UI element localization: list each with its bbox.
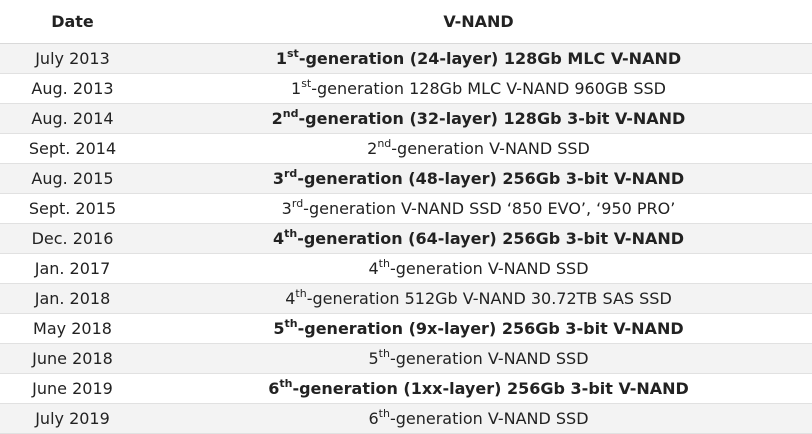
generation-number: 4 <box>285 289 296 308</box>
table-row: Jan. 2018 4th-generation 512Gb V-NAND 30.… <box>0 283 812 314</box>
table-header-row: Date V-NAND <box>0 0 812 44</box>
table-row: Sept. 2014 2nd-generation V-NAND SSD <box>0 133 812 164</box>
vnand-description-cell: 2nd-generation (32-layer) 128Gb 3-bit V-… <box>145 103 812 134</box>
table-row: Sept. 2015 3rd-generation V-NAND SSD ‘850… <box>0 193 812 224</box>
generation-number: 1 <box>291 79 302 98</box>
generation-number: 2 <box>271 109 283 128</box>
generation-description: -generation 128Gb MLC V-NAND 960GB SSD <box>311 79 666 98</box>
generation-description: -generation (24-layer) 128Gb MLC V-NAND <box>298 49 682 68</box>
table-row: June 2019 6th-generation (1xx-layer) 256G… <box>0 373 812 404</box>
date-cell: July 2019 <box>0 403 145 434</box>
ordinal-suffix: rd <box>284 166 298 180</box>
generation-description: -generation 512Gb V-NAND 30.72TB SAS SSD <box>306 289 672 308</box>
generation-number: 3 <box>281 199 292 218</box>
vnand-description-cell: 5th-generation V-NAND SSD <box>145 343 812 374</box>
date-cell: May 2018 <box>0 313 145 344</box>
ordinal-suffix: th <box>284 316 298 330</box>
ordinal-suffix: rd <box>291 196 304 210</box>
table-row: Jan. 2017 4th-generation V-NAND SSD <box>0 253 812 284</box>
table-row: Aug. 2014 2nd-generation (32-layer) 128Gb… <box>0 103 812 134</box>
date-cell: Dec. 2016 <box>0 223 145 254</box>
table-row: July 2013 1st-generation (24-layer) 128Gb… <box>0 43 812 74</box>
ordinal-suffix: th <box>295 286 307 300</box>
ordinal-suffix: th <box>279 376 293 390</box>
vnand-description-cell: 1st-generation (24-layer) 128Gb MLC V-NA… <box>145 43 812 74</box>
ordinal-suffix: nd <box>282 106 299 120</box>
generation-description: -generation V-NAND SSD <box>389 409 589 428</box>
ordinal-suffix: th <box>378 346 390 360</box>
vnand-column-header: V-NAND <box>145 0 812 44</box>
generation-description: -generation (32-layer) 128Gb 3-bit V-NAN… <box>298 109 686 128</box>
generation-description: -generation (1xx-layer) 256Gb 3-bit V-NA… <box>292 379 689 398</box>
table-row: June 2018 5th-generation V-NAND SSD <box>0 343 812 374</box>
table-row: May 2018 5th-generation (9x-layer) 256Gb … <box>0 313 812 344</box>
date-cell: Aug. 2014 <box>0 103 145 134</box>
ordinal-suffix: th <box>378 256 390 270</box>
ordinal-suffix: st <box>301 76 312 90</box>
vnand-description-cell: 6th-generation V-NAND SSD <box>145 403 812 434</box>
vnand-description-cell: 4th-generation (64-layer) 256Gb 3-bit V-… <box>145 223 812 254</box>
generation-number: 6 <box>368 409 379 428</box>
table-row: Aug. 2013 1st-generation 128Gb MLC V-NAND… <box>0 73 812 104</box>
generation-description: -generation V-NAND SSD <box>389 349 589 368</box>
table-row: Aug. 2015 3rd-generation (48-layer) 256Gb… <box>0 163 812 194</box>
table-row: July 2019 6th-generation V-NAND SSD <box>0 403 812 434</box>
generation-number: 5 <box>273 319 285 338</box>
vnand-description-cell: 4th-generation 512Gb V-NAND 30.72TB SAS … <box>145 283 812 314</box>
vnand-description-cell: 6th-generation (1xx-layer) 256Gb 3-bit V… <box>145 373 812 404</box>
generation-description: -generation (9x-layer) 256Gb 3-bit V-NAN… <box>297 319 684 338</box>
vnand-description-cell: 3rd-generation V-NAND SSD ‘850 EVO’, ‘95… <box>145 193 812 224</box>
generation-number: 6 <box>268 379 280 398</box>
generation-number: 4 <box>272 229 285 248</box>
generation-description: -generation V-NAND SSD <box>391 139 590 158</box>
date-cell: Sept. 2015 <box>0 193 145 224</box>
date-cell: Aug. 2015 <box>0 163 145 194</box>
generation-description: -generation V-NAND SSD <box>389 259 589 278</box>
vnand-description-cell: 3rd-generation (48-layer) 256Gb 3-bit V-… <box>145 163 812 194</box>
table-body: July 2013 1st-generation (24-layer) 128Gb… <box>0 43 812 434</box>
date-cell: Jan. 2017 <box>0 253 145 284</box>
generation-number: 1 <box>275 49 287 68</box>
date-cell: June 2019 <box>0 373 145 404</box>
vnand-description-cell: 5th-generation (9x-layer) 256Gb 3-bit V-… <box>145 313 812 344</box>
generation-description: -generation (64-layer) 256Gb 3-bit V-NAN… <box>297 229 685 248</box>
date-cell: June 2018 <box>0 343 145 374</box>
date-cell: Aug. 2013 <box>0 73 145 104</box>
table-row: Dec. 2016 4th-generation (64-layer) 256Gb… <box>0 223 812 254</box>
generation-number: 5 <box>368 349 379 368</box>
generation-number: 4 <box>368 259 379 278</box>
date-column-header: Date <box>0 0 145 44</box>
generation-description: -generation V-NAND SSD ‘850 EVO’, ‘950 P… <box>303 199 676 218</box>
generation-number: 3 <box>272 169 284 188</box>
ordinal-suffix: st <box>287 46 299 60</box>
ordinal-suffix: th <box>284 226 298 240</box>
generation-number: 2 <box>367 139 378 158</box>
date-cell: Sept. 2014 <box>0 133 145 164</box>
date-cell: Jan. 2018 <box>0 283 145 314</box>
vnand-description-cell: 4th-generation V-NAND SSD <box>145 253 812 284</box>
ordinal-suffix: nd <box>377 136 392 150</box>
date-cell: July 2013 <box>0 43 145 74</box>
generation-description: -generation (48-layer) 256Gb 3-bit V-NAN… <box>297 169 685 188</box>
ordinal-suffix: th <box>378 406 390 420</box>
vnand-description-cell: 1st-generation 128Gb MLC V-NAND 960GB SS… <box>145 73 812 104</box>
vnand-description-cell: 2nd-generation V-NAND SSD <box>145 133 812 164</box>
